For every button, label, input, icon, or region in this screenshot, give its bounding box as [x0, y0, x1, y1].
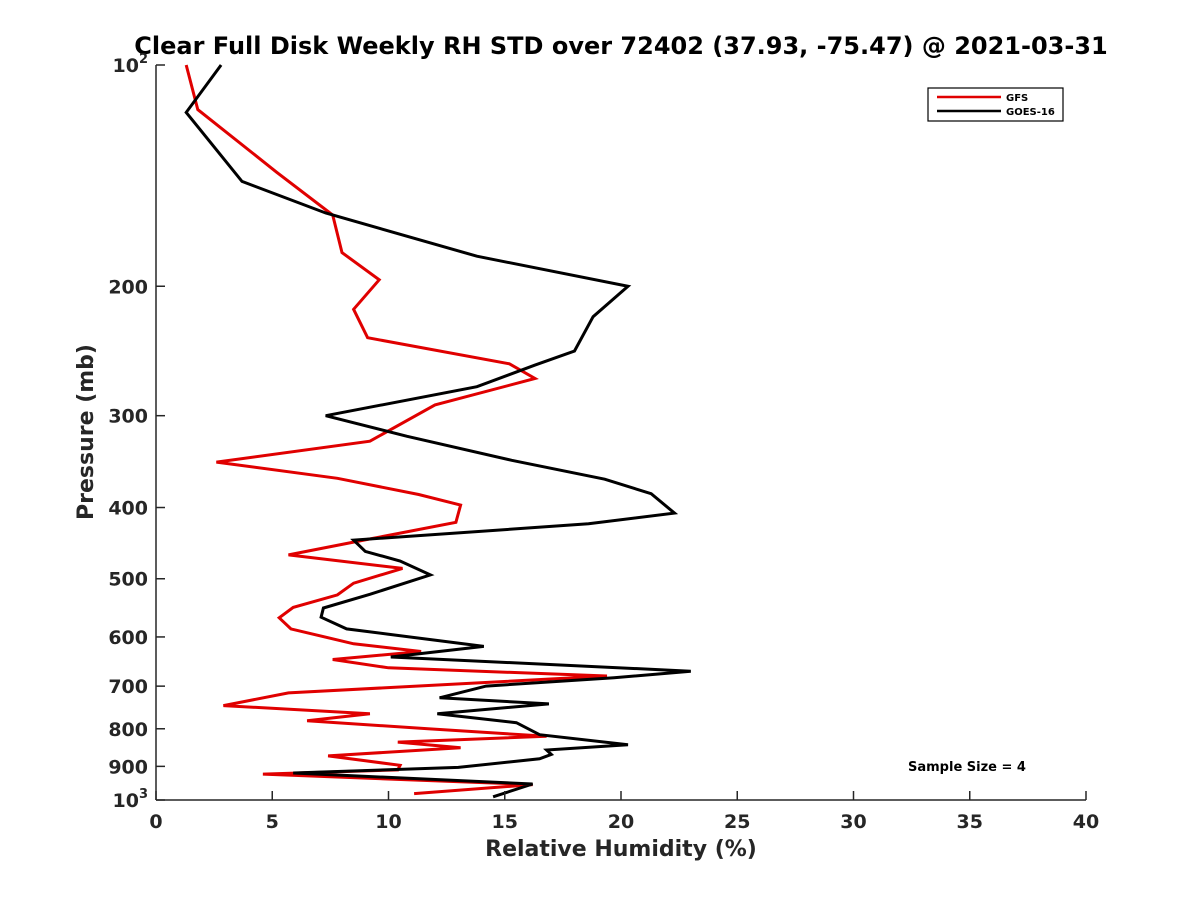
- legend: GFS GOES-16: [927, 87, 1064, 122]
- x-tick-label: 15: [492, 811, 518, 833]
- chart-title: Clear Full Disk Weekly RH STD over 72402…: [134, 32, 1107, 60]
- y-tick-label: 400: [108, 498, 148, 520]
- x-tick-label: 5: [266, 811, 279, 833]
- series-line-goes16: [184, 64, 691, 799]
- y-axis-label: Pressure (mb): [74, 344, 99, 520]
- y-tick-label: 900: [108, 756, 148, 778]
- y-tick-label: 103: [113, 787, 149, 812]
- legend-label-goes16: GOES-16: [1006, 107, 1055, 118]
- y-tick-label: 200: [108, 276, 148, 298]
- x-tick-label: 20: [608, 811, 634, 833]
- x-tick-label: 10: [375, 811, 401, 833]
- y-tick-label: 500: [108, 569, 148, 591]
- y-tick-label: 300: [108, 406, 148, 428]
- x-ticks: 0 5 10 15 20 25 30 35 40: [149, 791, 1099, 833]
- y-tick-label: 102: [113, 52, 149, 77]
- x-tick-label: 0: [149, 811, 162, 833]
- sample-size-annotation: Sample Size = 4: [908, 760, 1026, 775]
- series-line-gfs: [184, 64, 608, 796]
- y-tick-label: 700: [108, 676, 148, 698]
- x-tick-label: 35: [957, 811, 983, 833]
- x-axis-label: Relative Humidity (%): [485, 837, 757, 862]
- legend-label-gfs: GFS: [1006, 93, 1028, 104]
- series-layer: [184, 64, 691, 799]
- y-tick-label: 600: [108, 627, 148, 649]
- x-tick-label: 25: [724, 811, 750, 833]
- y-ticks: 102 200 300 400 500 600 700 800 900 103: [108, 52, 165, 812]
- x-tick-label: 30: [840, 811, 866, 833]
- y-tick-label: 800: [108, 719, 148, 741]
- legend-box: [927, 87, 1064, 122]
- x-tick-label: 40: [1073, 811, 1099, 833]
- plot-area: [156, 65, 1086, 800]
